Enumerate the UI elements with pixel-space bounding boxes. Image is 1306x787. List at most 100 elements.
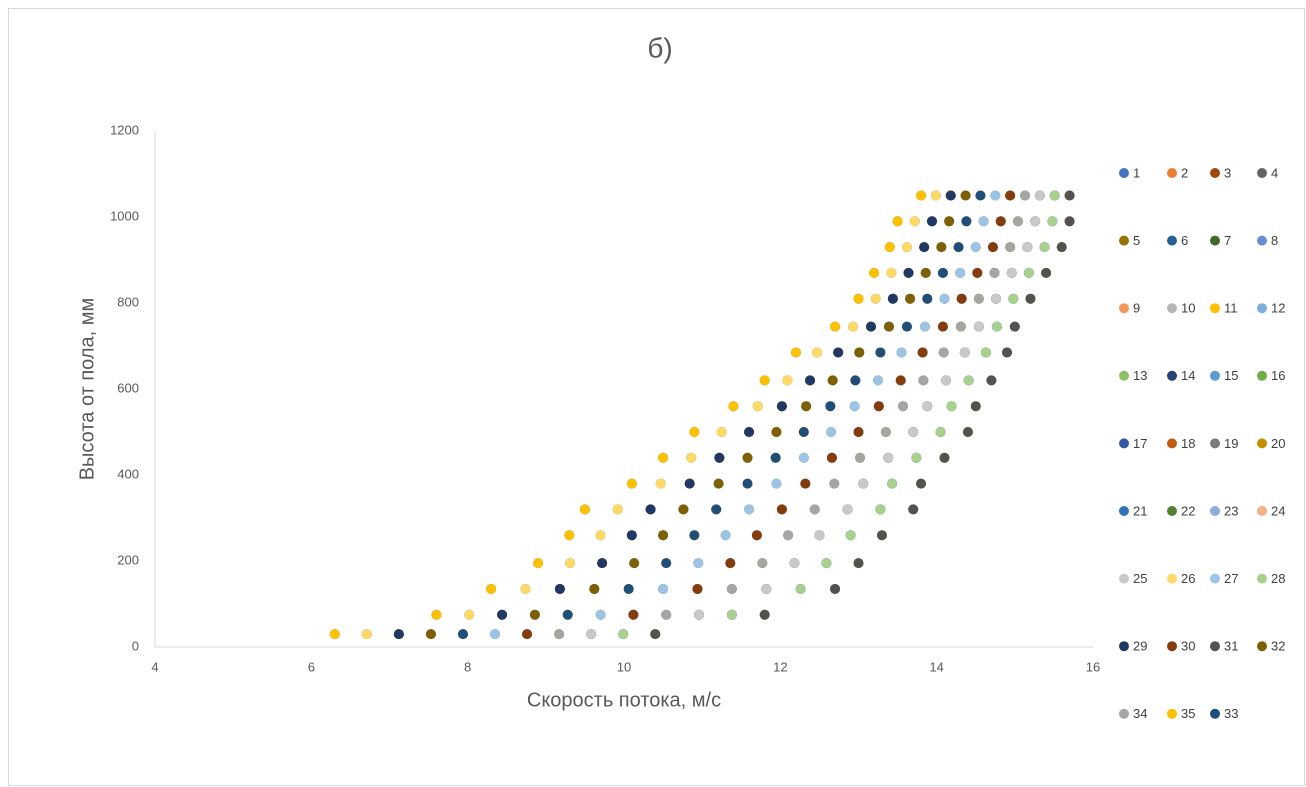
point bbox=[713, 478, 724, 489]
point bbox=[726, 583, 737, 594]
point bbox=[759, 609, 770, 620]
point bbox=[1041, 267, 1052, 278]
point bbox=[757, 558, 768, 569]
point bbox=[694, 609, 705, 620]
point bbox=[565, 558, 576, 569]
legend-swatch bbox=[1210, 506, 1220, 516]
legend-label: 8 bbox=[1271, 233, 1278, 248]
legend-label: 2 bbox=[1181, 165, 1188, 180]
point bbox=[916, 190, 927, 201]
y-axis-label: Высота от пола, мм bbox=[76, 298, 98, 481]
legend-swatch bbox=[1119, 235, 1129, 246]
point bbox=[978, 216, 989, 227]
point bbox=[922, 401, 933, 412]
point bbox=[744, 427, 755, 437]
point bbox=[812, 347, 823, 358]
point bbox=[497, 609, 508, 620]
point bbox=[795, 583, 806, 594]
point bbox=[809, 504, 820, 515]
point bbox=[939, 293, 950, 304]
legend-swatch bbox=[1257, 506, 1267, 516]
point bbox=[464, 609, 475, 620]
point bbox=[742, 478, 753, 489]
point bbox=[821, 558, 832, 569]
x-tick-label: 12 bbox=[773, 659, 787, 674]
point bbox=[901, 321, 912, 332]
point bbox=[990, 190, 1001, 201]
point bbox=[956, 293, 967, 304]
point bbox=[903, 267, 914, 278]
point bbox=[486, 583, 497, 594]
point bbox=[425, 629, 436, 640]
point bbox=[980, 347, 991, 358]
point bbox=[805, 375, 816, 386]
point bbox=[959, 347, 970, 358]
point bbox=[991, 293, 1002, 304]
legend-swatch bbox=[1257, 438, 1267, 449]
legend-label: 27 bbox=[1224, 571, 1238, 586]
point bbox=[645, 504, 656, 515]
point bbox=[883, 452, 894, 463]
point bbox=[908, 504, 919, 515]
point bbox=[845, 530, 856, 541]
point bbox=[917, 347, 928, 358]
point bbox=[884, 242, 895, 253]
point bbox=[814, 530, 825, 541]
point bbox=[869, 267, 880, 278]
point bbox=[946, 401, 957, 412]
point bbox=[751, 530, 762, 541]
point bbox=[529, 609, 540, 620]
legend-label: 19 bbox=[1224, 436, 1238, 451]
legend-swatch bbox=[1167, 235, 1177, 246]
point bbox=[880, 427, 891, 437]
point bbox=[826, 452, 837, 463]
point bbox=[975, 190, 986, 201]
point bbox=[973, 293, 984, 304]
point bbox=[1006, 267, 1017, 278]
point bbox=[776, 504, 787, 515]
legend-label: 12 bbox=[1271, 301, 1285, 316]
point bbox=[938, 347, 949, 358]
point bbox=[776, 401, 787, 412]
legend-label: 14 bbox=[1181, 368, 1195, 383]
point bbox=[972, 267, 983, 278]
point bbox=[986, 375, 997, 386]
legend-label: 11 bbox=[1224, 301, 1238, 316]
legend-swatch bbox=[1257, 370, 1267, 381]
point bbox=[895, 375, 906, 386]
point bbox=[896, 347, 907, 358]
point bbox=[937, 321, 948, 332]
legend-swatch bbox=[1257, 641, 1267, 652]
point bbox=[953, 242, 964, 253]
point bbox=[909, 216, 920, 227]
chart-frame bbox=[8, 8, 1305, 786]
point bbox=[926, 216, 937, 227]
point bbox=[798, 427, 809, 437]
point bbox=[930, 190, 941, 201]
legend-label: 9 bbox=[1133, 301, 1140, 316]
y-tick-label: 800 bbox=[117, 294, 139, 309]
point bbox=[920, 267, 931, 278]
legend-swatch bbox=[1119, 641, 1129, 652]
point bbox=[892, 216, 903, 227]
legend-swatch bbox=[1257, 573, 1267, 584]
point bbox=[770, 452, 781, 463]
point bbox=[689, 427, 700, 437]
point bbox=[853, 427, 864, 437]
point bbox=[833, 347, 844, 358]
legend-label: 34 bbox=[1133, 706, 1147, 721]
point bbox=[962, 427, 973, 437]
point bbox=[873, 401, 884, 412]
point bbox=[1049, 190, 1060, 201]
point bbox=[1022, 242, 1033, 253]
point bbox=[728, 401, 739, 412]
point bbox=[522, 629, 533, 640]
point bbox=[960, 190, 971, 201]
point bbox=[716, 427, 727, 437]
legend-swatch bbox=[1167, 438, 1177, 449]
point bbox=[1047, 216, 1058, 227]
point bbox=[1064, 216, 1075, 227]
point bbox=[1030, 216, 1041, 227]
point bbox=[970, 242, 981, 253]
